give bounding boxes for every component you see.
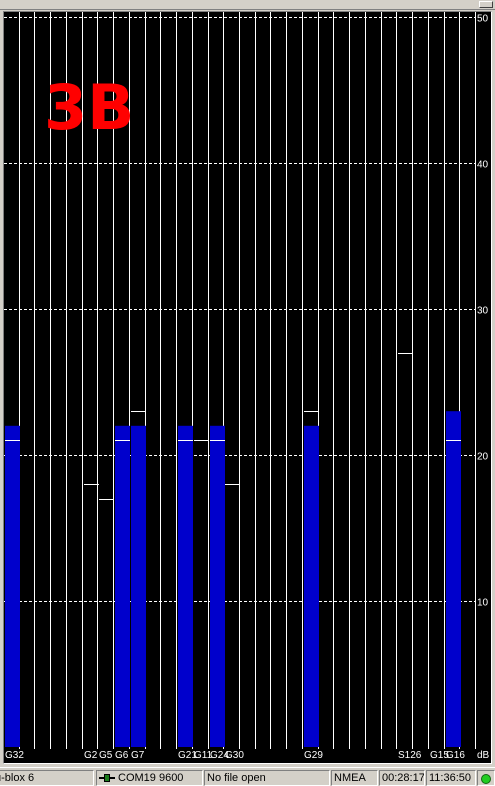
signal-bar xyxy=(131,426,146,747)
y-tick-label: 10 xyxy=(477,598,489,609)
signal-bar xyxy=(304,426,319,747)
status-indicator xyxy=(477,770,495,786)
satellite-label: G16 xyxy=(446,750,465,761)
signal-bars xyxy=(5,411,461,747)
y-axis-labels: 10 20 30 40 50 xyxy=(477,14,489,609)
satellite-label: S126 xyxy=(398,750,422,761)
status-bar: u-blox 6 COM19 9600 No file open NMEA 00… xyxy=(0,767,495,786)
protocol-value: NMEA xyxy=(334,772,366,784)
signal-level-chart: 10 20 30 40 50 G32 G2 G5 G6 G7 G21 G11 G24 G30 G29 S12… xyxy=(3,11,492,764)
satellite-label: G6 xyxy=(115,750,129,761)
connection-icon xyxy=(99,773,115,783)
satellite-label: G7 xyxy=(131,750,145,761)
y-tick-label: 40 xyxy=(477,160,489,171)
unit-label: dB xyxy=(477,750,490,761)
status-led-icon xyxy=(481,774,491,784)
elapsed-time: 00:28:17 xyxy=(382,772,425,784)
signal-bar xyxy=(5,426,20,747)
clock-time: 11:36:50 xyxy=(429,772,471,784)
scroll-up-button[interactable] xyxy=(479,1,493,8)
signal-bar xyxy=(115,426,130,747)
satellite-label: G5 xyxy=(99,750,113,761)
satellite-label: G29 xyxy=(304,750,323,761)
signal-markers xyxy=(5,354,461,500)
signal-bar xyxy=(210,426,225,747)
signal-bar xyxy=(446,411,461,747)
status-port[interactable]: COM19 9600 xyxy=(96,770,203,786)
y-tick-label: 50 xyxy=(477,14,489,25)
status-receiver: u-blox 6 xyxy=(0,770,94,786)
satellite-label: G30 xyxy=(225,750,244,761)
status-clock: 11:36:50 xyxy=(426,770,476,786)
y-tick-label: 30 xyxy=(477,306,489,317)
port-value: COM19 9600 xyxy=(118,772,183,784)
status-protocol: NMEA xyxy=(331,770,378,786)
y-tick-label: 20 xyxy=(477,452,489,463)
receiver-name: u-blox 6 xyxy=(0,772,34,784)
overlay-label: 3B xyxy=(44,71,134,144)
window-top-edge xyxy=(0,0,495,10)
satellite-label: G2 xyxy=(84,750,98,761)
file-status: No file open xyxy=(207,772,266,784)
status-elapsed: 00:28:17 xyxy=(379,770,425,786)
status-file: No file open xyxy=(204,770,330,786)
satellite-label: G32 xyxy=(5,750,24,761)
signal-bar xyxy=(178,426,193,747)
